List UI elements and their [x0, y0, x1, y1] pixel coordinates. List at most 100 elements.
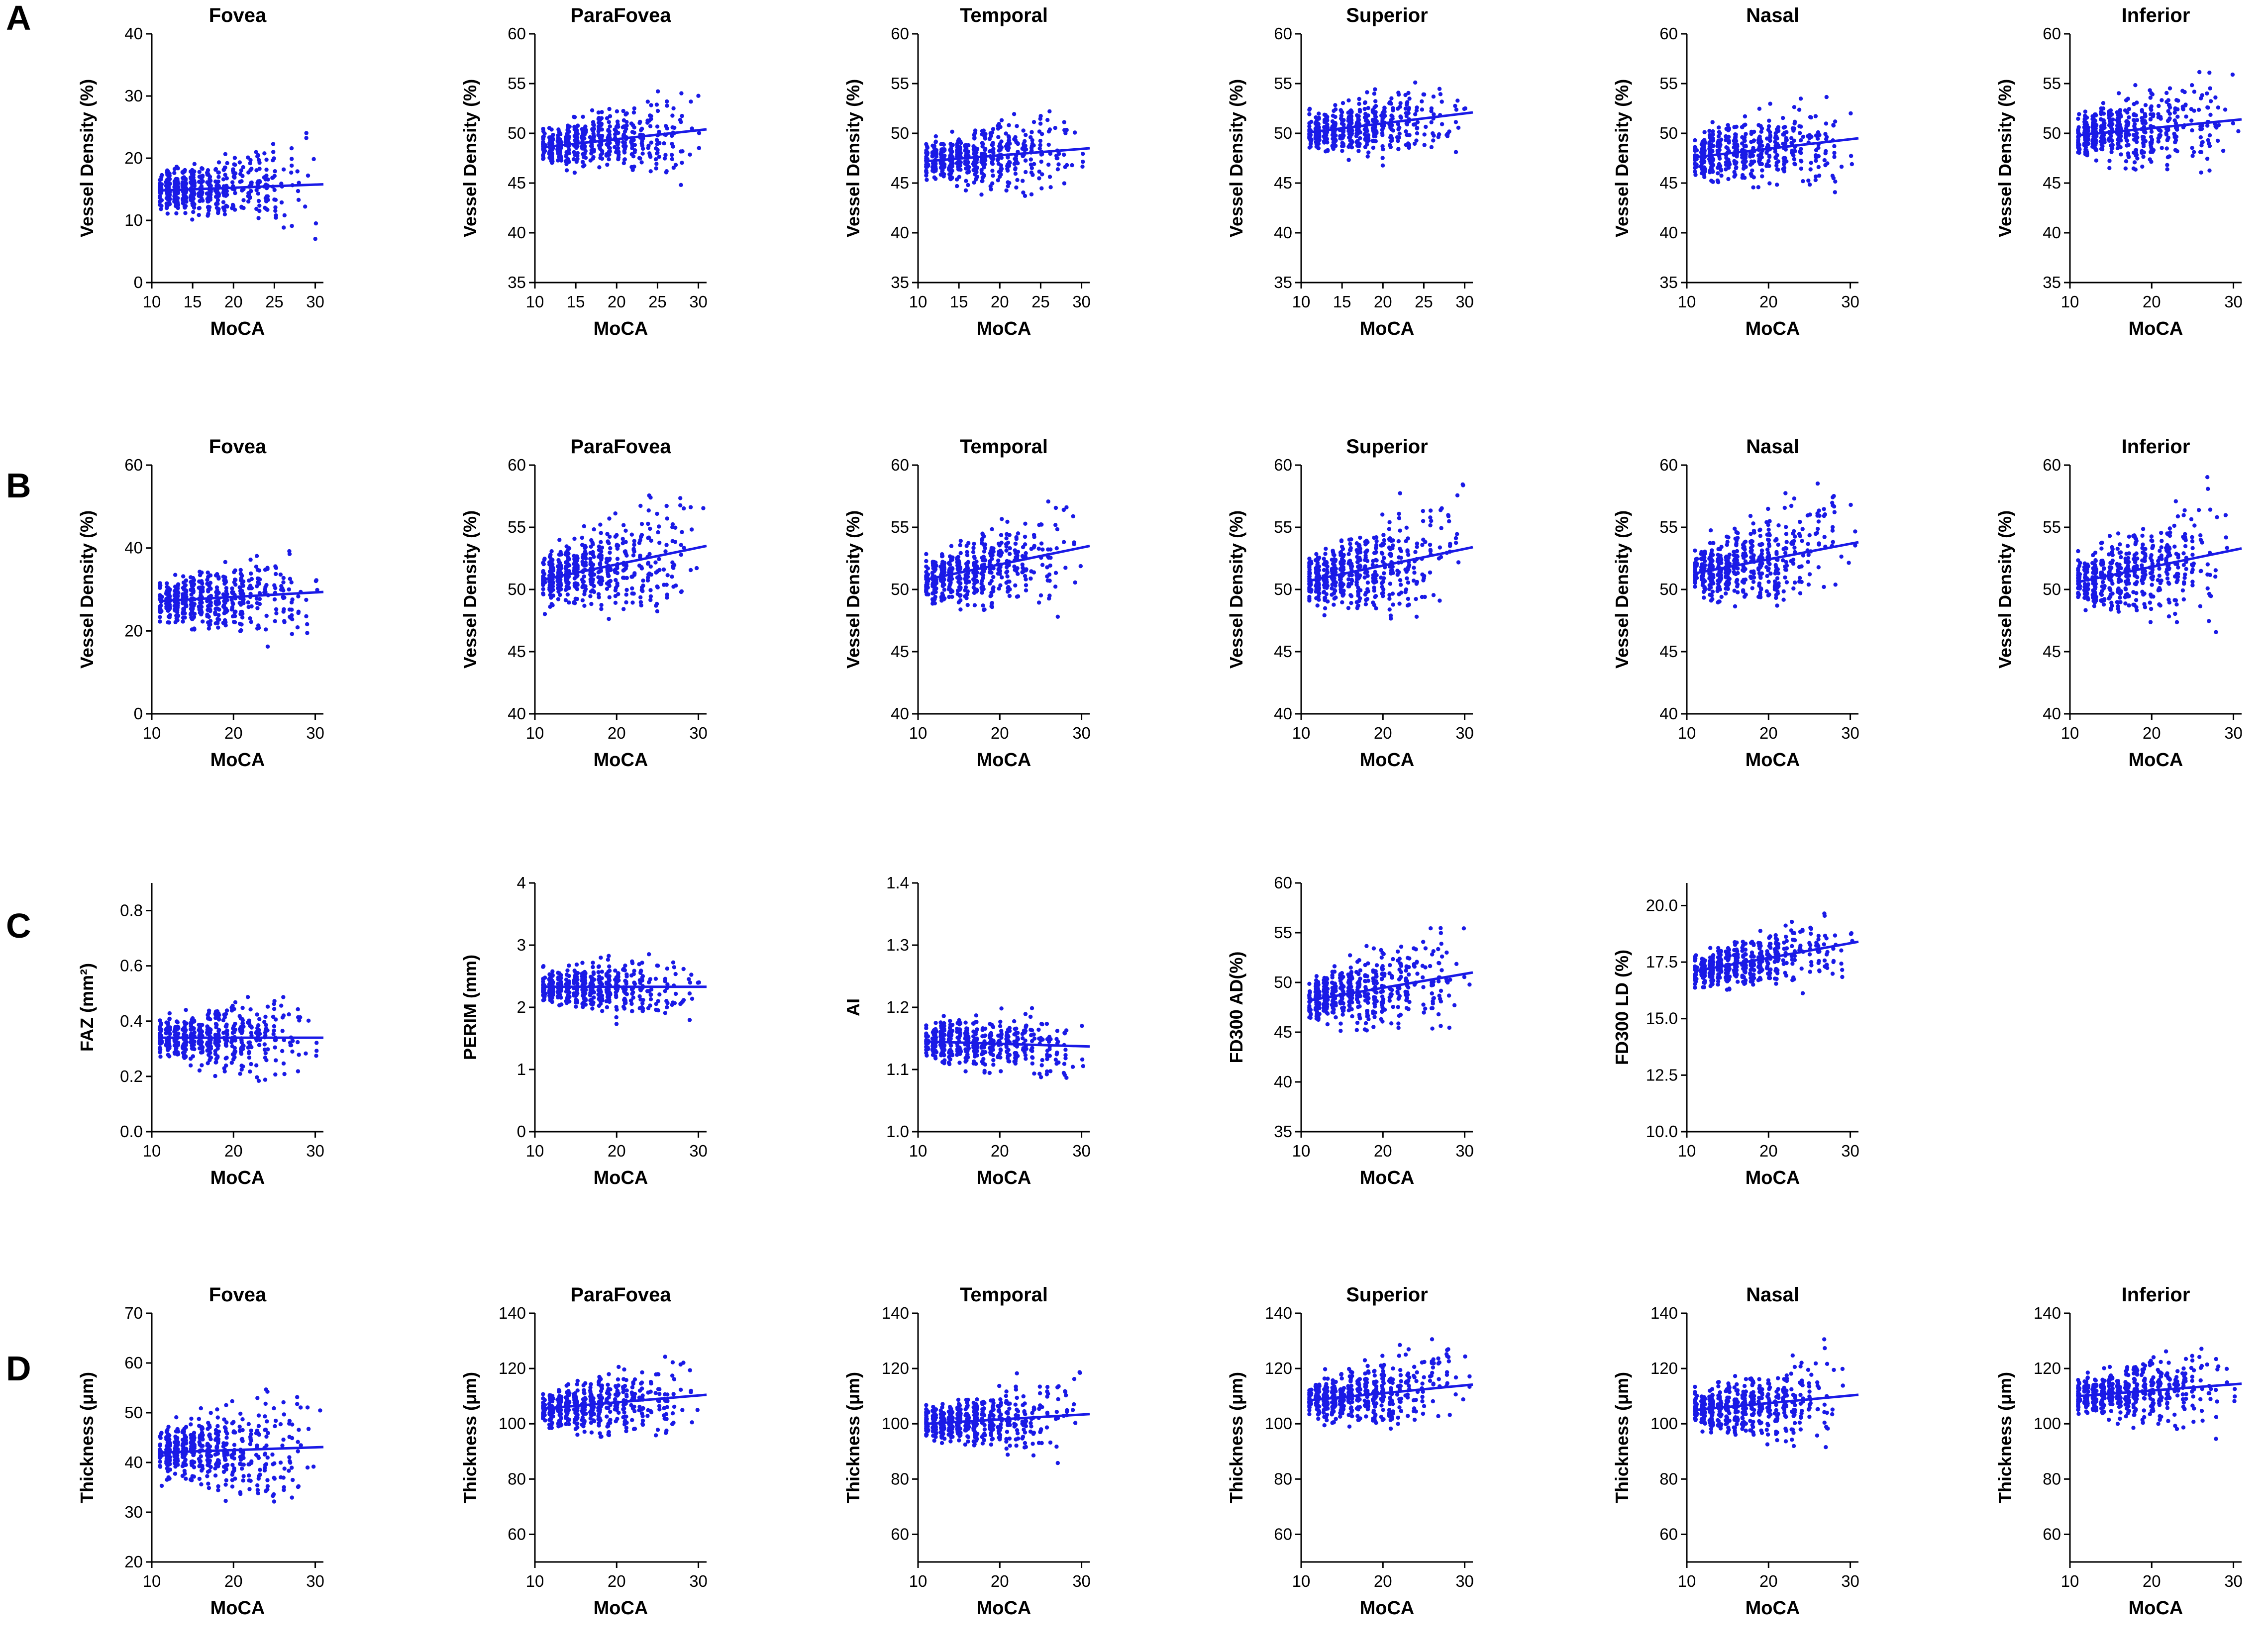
scatter-points — [924, 499, 1083, 619]
data-point — [2207, 71, 2211, 75]
data-point — [939, 598, 943, 602]
scatter-points — [541, 493, 705, 621]
data-point — [1363, 100, 1367, 104]
data-point — [1006, 586, 1010, 590]
data-point — [273, 209, 277, 213]
data-point — [1382, 105, 1386, 109]
data-point — [1317, 111, 1321, 115]
data-point — [201, 198, 205, 202]
data-point — [950, 150, 954, 154]
data-point — [630, 141, 634, 145]
data-point — [1808, 115, 1812, 119]
data-point — [1030, 166, 1034, 170]
data-point — [997, 586, 1001, 590]
data-point — [197, 206, 201, 210]
y-tick-label: 60 — [124, 456, 143, 474]
data-point — [576, 565, 580, 569]
data-point — [1717, 130, 1721, 134]
x-tick-label: 10 — [909, 292, 927, 311]
data-point — [582, 553, 586, 557]
data-point — [1373, 87, 1377, 91]
data-point — [991, 143, 995, 147]
data-point — [2108, 113, 2112, 117]
data-point — [963, 144, 967, 148]
data-point — [1081, 160, 1085, 164]
data-point — [2083, 126, 2087, 130]
data-point — [624, 588, 628, 592]
data-point — [548, 553, 552, 557]
data-point — [665, 103, 669, 107]
data-point — [1766, 159, 1770, 163]
data-point — [213, 168, 217, 172]
data-point — [597, 545, 601, 549]
data-point — [565, 559, 569, 563]
data-point — [680, 114, 684, 118]
data-point — [598, 523, 602, 527]
data-point — [207, 205, 211, 209]
data-point — [2165, 167, 2169, 171]
data-point — [279, 587, 283, 591]
panel-title: Temporal — [960, 436, 1048, 458]
data-point — [1718, 157, 1722, 161]
data-point — [206, 199, 210, 203]
data-point — [2116, 138, 2120, 142]
data-point — [1424, 125, 1428, 129]
data-point — [584, 561, 588, 565]
data-point — [956, 560, 960, 564]
data-point — [679, 120, 683, 124]
data-point — [198, 570, 202, 574]
data-point — [564, 154, 568, 158]
data-point — [588, 594, 592, 598]
data-point — [558, 578, 562, 582]
data-point — [1808, 183, 1812, 187]
data-point — [983, 148, 987, 152]
x-tick-label: 10 — [1678, 292, 1696, 311]
data-point — [1047, 573, 1051, 577]
data-point — [608, 546, 612, 550]
data-point — [2109, 150, 2113, 154]
data-point — [1775, 153, 1779, 157]
y-tick-label: 45 — [891, 642, 909, 661]
data-point — [1710, 163, 1714, 167]
data-point — [648, 588, 652, 592]
data-point — [1396, 127, 1400, 131]
data-point — [1430, 145, 1434, 149]
data-point — [1724, 134, 1728, 138]
data-point — [240, 174, 244, 178]
data-point — [630, 591, 634, 595]
data-point — [1724, 145, 1728, 149]
data-point — [257, 203, 261, 207]
data-point — [206, 608, 209, 612]
data-point — [632, 131, 636, 135]
data-point — [607, 617, 611, 621]
data-point — [2149, 117, 2153, 121]
data-point — [238, 629, 242, 633]
x-tick-label: 10 — [526, 724, 544, 742]
data-point — [1396, 147, 1400, 151]
data-point — [248, 616, 252, 620]
data-point — [1760, 168, 1764, 172]
data-point — [647, 118, 651, 122]
data-point — [924, 565, 928, 569]
data-point — [2134, 153, 2138, 157]
data-point — [2182, 90, 2186, 94]
data-point — [1767, 155, 1771, 159]
data-point — [189, 180, 193, 184]
data-point — [599, 607, 603, 611]
data-point — [241, 597, 245, 601]
data-point — [2164, 131, 2168, 135]
data-point — [631, 548, 635, 552]
data-point — [1430, 120, 1434, 124]
data-point — [1809, 161, 1813, 165]
data-point — [1356, 149, 1360, 153]
y-tick-label: 50 — [1659, 124, 1678, 142]
data-point — [980, 152, 984, 156]
data-point — [288, 552, 292, 556]
data-point — [1004, 131, 1008, 135]
data-point — [2149, 96, 2153, 99]
data-point — [1355, 121, 1359, 125]
data-point — [2175, 115, 2179, 119]
data-point — [1013, 548, 1017, 552]
data-point — [624, 564, 628, 568]
data-point — [2151, 112, 2155, 116]
